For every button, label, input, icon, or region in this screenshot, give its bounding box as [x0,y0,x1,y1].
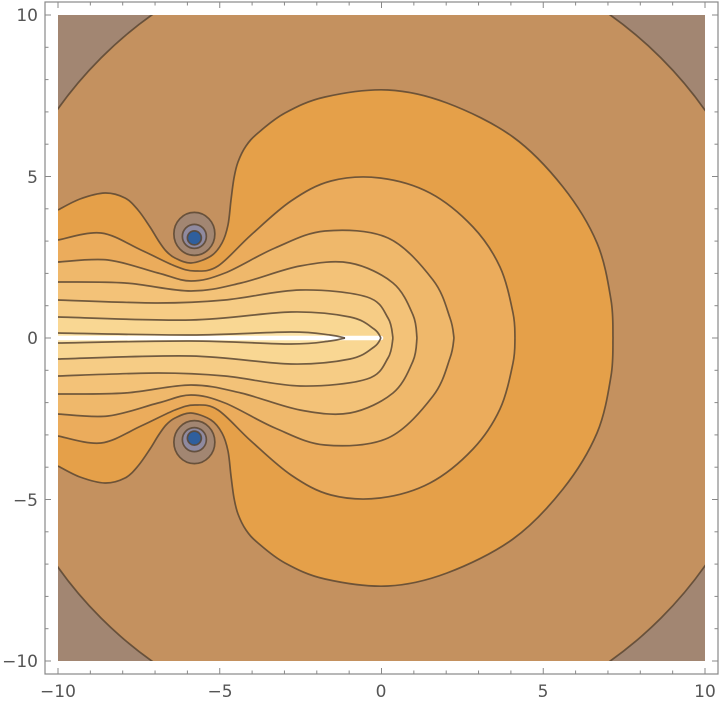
y-tick-label: 0 [27,329,38,349]
y-axis-labels: 10 5 0 −5 −10 [2,6,38,672]
contour-line-2-upper [58,176,516,339]
minimum-point [186,230,203,246]
contour-line-6-upper [58,311,382,339]
contour-line-3-upper [58,229,455,339]
contour-line-4-lower [58,337,418,416]
x-tick-label: −5 [207,682,232,702]
x-axis-labels: −10 −5 0 5 10 [40,682,716,702]
contour-line-4-upper [58,260,418,339]
minima-wells [173,211,216,465]
x-tick-label: 0 [376,682,387,702]
x-tick-label: 5 [538,682,549,702]
contour-line-5-lower [58,337,394,387]
y-tick-label: −5 [13,491,38,511]
x-tick-label: 10 [694,682,716,702]
y-tick-label: 5 [27,168,38,188]
contour-line-1-lower [58,337,614,587]
contour-line-7-lower [58,337,346,345]
contour-line-7-upper [58,331,346,339]
contour-line-1-upper [58,89,614,339]
axis-ticks [45,2,718,674]
y-tick-label: −10 [2,652,38,672]
x-tick-label: −10 [40,682,76,702]
contour-line-3-lower [58,337,455,447]
contour-line-6-lower [58,337,382,365]
contour-line-2-lower [58,337,516,500]
y-tick-label: 10 [16,6,38,26]
minimum-point [186,430,203,446]
contour-line-5-upper [58,289,394,339]
